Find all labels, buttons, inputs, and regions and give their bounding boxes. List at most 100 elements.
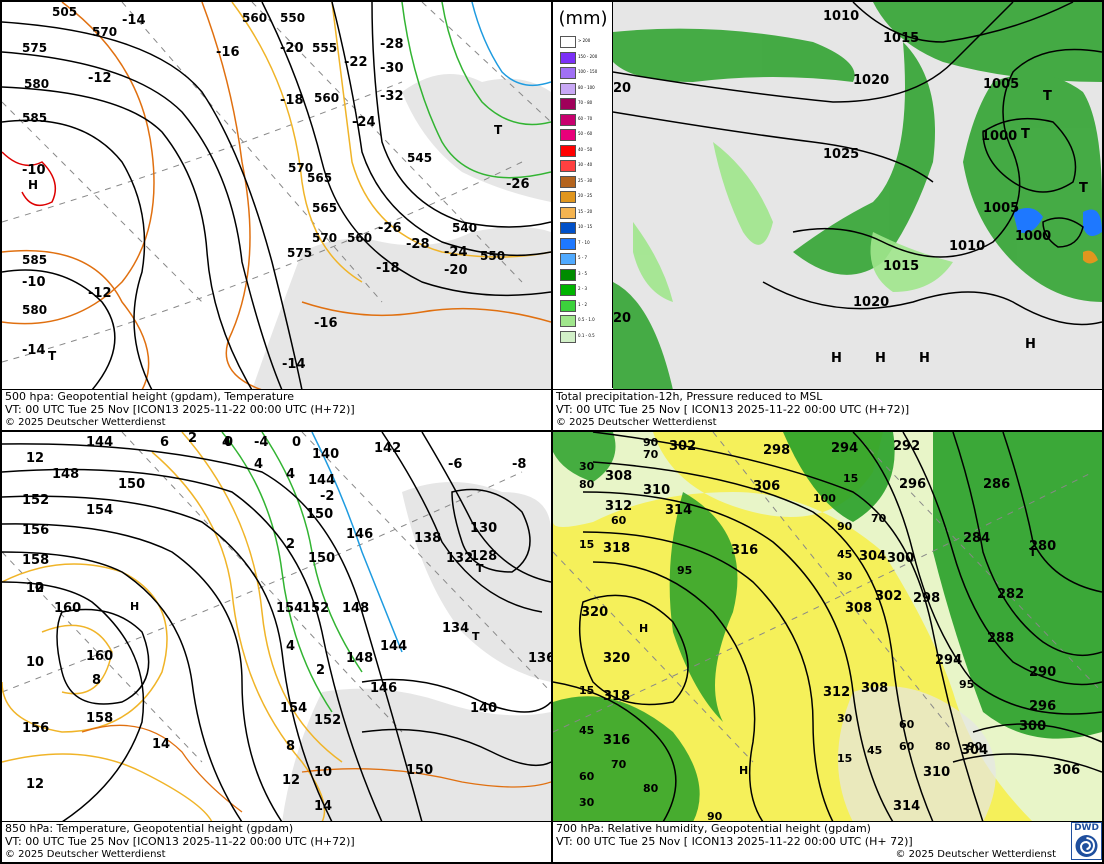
svg-text:-18: -18: [376, 261, 400, 276]
svg-text:286: 286: [983, 477, 1010, 492]
svg-text:-24: -24: [352, 115, 376, 130]
legend-item: 15 - 20: [554, 205, 612, 221]
svg-text:314: 314: [665, 503, 692, 518]
svg-text:132: 132: [446, 551, 473, 566]
svg-text:-28: -28: [406, 237, 430, 252]
legend-label: 20 - 25: [578, 193, 593, 198]
legend-item: 0.1 - 0.5: [554, 329, 612, 345]
svg-text:308: 308: [605, 469, 632, 484]
svg-text:-6: -6: [448, 457, 462, 472]
legend-swatch: [560, 160, 576, 172]
legend-swatch: [560, 268, 576, 281]
svg-text:300: 300: [1019, 719, 1046, 734]
svg-text:80: 80: [935, 740, 951, 753]
svg-text:148: 148: [346, 651, 373, 666]
svg-text:302: 302: [669, 439, 696, 454]
svg-text:4: 4: [286, 639, 295, 654]
svg-text:580: 580: [22, 303, 47, 317]
svg-text:T: T: [476, 562, 484, 575]
svg-text:H: H: [1025, 337, 1036, 352]
svg-text:146: 146: [346, 527, 373, 542]
svg-text:30: 30: [579, 796, 595, 809]
map-500hpa: 505 570 575 580 585 585 580 570 565 565 …: [2, 2, 551, 390]
legend-item: 25 - 30: [554, 174, 612, 190]
legend-label: 30 - 40: [578, 162, 593, 167]
map-precipitation: 1010 1015 1020 1025 1020 1005 1000 1005 1010 1…: [613, 2, 1102, 390]
svg-text:560: 560: [314, 91, 339, 105]
svg-text:70: 70: [643, 448, 659, 461]
legend-label: 40 - 50: [578, 146, 593, 152]
svg-text:30: 30: [579, 460, 595, 473]
legend-swatch: [560, 299, 576, 312]
svg-text:60: 60: [579, 770, 595, 783]
svg-text:60: 60: [611, 514, 627, 527]
legend-swatch: [560, 129, 576, 141]
svg-text:-32: -32: [380, 89, 404, 104]
svg-text:585: 585: [22, 111, 47, 125]
legend-item: 150 - 200: [554, 50, 612, 66]
legend-swatch: [560, 253, 576, 265]
svg-text:294: 294: [935, 653, 962, 668]
svg-text:1005: 1005: [983, 77, 1019, 92]
svg-text:320: 320: [581, 605, 608, 620]
svg-text:90: 90: [707, 810, 723, 822]
panel-title: Total precipitation-12h, Pressure reduce…: [556, 390, 823, 403]
svg-text:580: 580: [24, 77, 49, 91]
svg-text:95: 95: [677, 564, 692, 577]
svg-text:160: 160: [86, 649, 113, 664]
legend-label: 25 - 30: [578, 177, 593, 183]
legend-item: 60 - 70: [554, 112, 612, 128]
svg-text:15: 15: [843, 472, 858, 485]
legend-item: 5 - 7: [554, 251, 612, 267]
svg-text:144: 144: [308, 473, 335, 488]
svg-text:565: 565: [307, 171, 332, 185]
dwd-logo: DWD: [1071, 822, 1102, 860]
svg-text:T: T: [1029, 546, 1037, 559]
caption-850hpa: 850 hPa: Temperature, Geopotential heigh…: [2, 821, 551, 862]
svg-text:158: 158: [86, 711, 113, 726]
svg-text:20: 20: [613, 311, 631, 326]
legend-item: 100 - 150: [554, 65, 612, 81]
legend-label: 2 - 3: [578, 286, 588, 291]
legend-item: 50 - 60: [554, 127, 612, 143]
svg-text:-28: -28: [380, 37, 404, 52]
legend-item: 2 - 3: [554, 282, 612, 298]
svg-text:310: 310: [643, 483, 670, 498]
svg-text:0: 0: [224, 435, 233, 450]
svg-text:8: 8: [286, 739, 295, 754]
legend-item: 0.5 - 1.0: [554, 313, 612, 329]
legend-label: 7 - 10: [578, 239, 590, 245]
svg-text:12: 12: [26, 581, 44, 596]
svg-text:316: 316: [603, 733, 630, 748]
svg-text:160: 160: [54, 601, 81, 616]
svg-text:-10: -10: [22, 163, 46, 178]
svg-text:-16: -16: [216, 45, 240, 60]
svg-text:H: H: [130, 600, 139, 613]
svg-text:298: 298: [913, 591, 940, 606]
svg-text:15: 15: [837, 752, 852, 765]
valid-time: VT: 00 UTC Tue 25 Nov [ ICON13 2025-11-2…: [556, 403, 910, 416]
svg-text:30: 30: [837, 570, 853, 583]
svg-text:150: 150: [406, 763, 433, 778]
svg-text:1000: 1000: [1015, 229, 1051, 244]
svg-text:298: 298: [763, 443, 790, 458]
svg-text:140: 140: [470, 701, 497, 716]
svg-text:H: H: [739, 764, 748, 777]
svg-text:2: 2: [316, 663, 325, 678]
svg-text:290: 290: [1029, 665, 1056, 680]
svg-text:T: T: [1043, 89, 1052, 104]
svg-text:12: 12: [26, 777, 44, 792]
legend-label: 60 - 70: [578, 115, 593, 121]
dwd-logo-text: DWD: [1074, 823, 1099, 833]
svg-text:300: 300: [887, 551, 914, 566]
svg-text:540: 540: [452, 221, 477, 235]
svg-text:15: 15: [579, 684, 594, 697]
legend-label: 150 - 200: [578, 53, 598, 59]
svg-text:T: T: [1021, 127, 1030, 142]
copyright: © 2025 Deutscher Wetterdienst: [895, 849, 1056, 860]
svg-text:282: 282: [997, 587, 1024, 602]
height-label: 505: [52, 5, 77, 19]
svg-text:80: 80: [643, 782, 659, 795]
svg-text:70: 70: [611, 758, 627, 771]
